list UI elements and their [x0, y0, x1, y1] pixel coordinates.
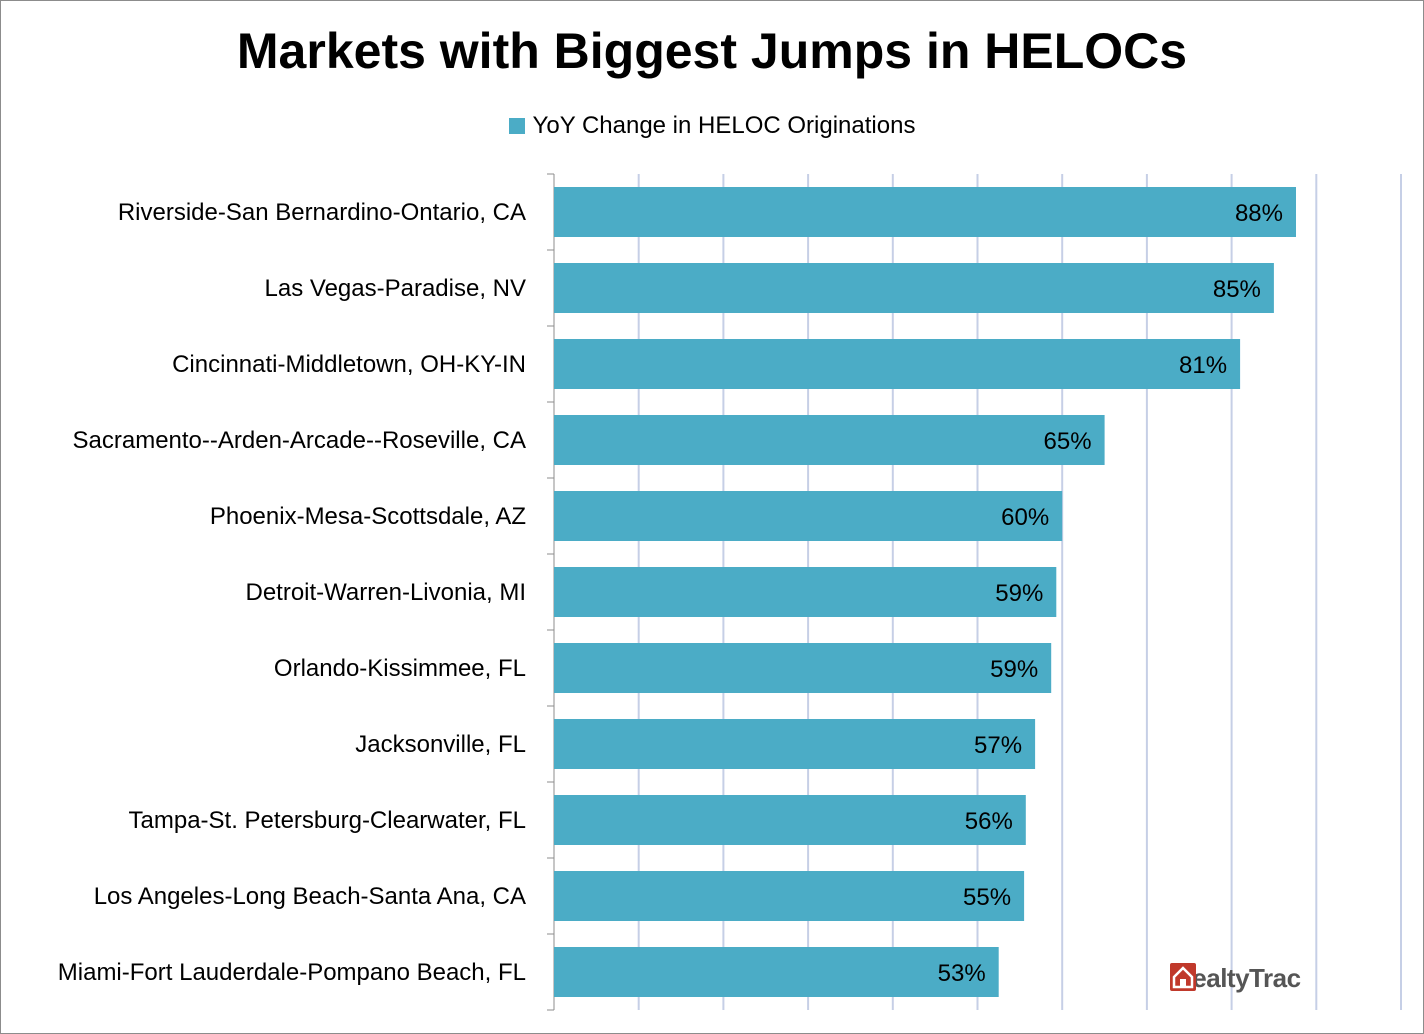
house-icon	[1170, 963, 1196, 991]
data-label: 53%	[938, 960, 986, 987]
bar	[554, 643, 1052, 693]
chart-title: Markets with Biggest Jumps in HELOCs	[236, 23, 1188, 79]
category-label: Jacksonville, FL	[355, 731, 526, 758]
category-label: Cincinnati-Middletown, OH-KY-IN	[172, 351, 526, 378]
data-label: 88%	[1235, 200, 1283, 227]
data-label: 65%	[1044, 428, 1092, 455]
category-label: Detroit-Warren-Livonia, MI	[245, 579, 526, 606]
bar	[554, 187, 1296, 237]
realtytrac-logo: RealtyTrac	[1170, 963, 1301, 994]
category-label: Los Angeles-Long Beach-Santa Ana, CA	[94, 883, 526, 910]
data-label: 81%	[1179, 352, 1227, 379]
bar	[554, 947, 999, 997]
category-label: Phoenix-Mesa-Scottsdale, AZ	[210, 503, 526, 530]
bar	[554, 263, 1274, 313]
category-label: Las Vegas-Paradise, NV	[265, 275, 526, 302]
legend: YoY Change in HELOC Originations	[0, 112, 1424, 140]
legend-swatch	[508, 118, 525, 134]
bar	[554, 567, 1057, 617]
category-label: Orlando-Kissimmee, FL	[274, 655, 526, 682]
data-label: 59%	[995, 580, 1043, 607]
bar	[554, 871, 1025, 921]
bar	[554, 415, 1105, 465]
data-label: 59%	[990, 656, 1038, 683]
data-label: 55%	[963, 884, 1011, 911]
bar	[554, 795, 1026, 845]
legend-label: YoY Change in HELOC Originations	[532, 112, 916, 139]
category-label: Riverside-San Bernardino-Ontario, CA	[118, 199, 526, 226]
bar	[554, 491, 1063, 541]
data-label: 60%	[1001, 504, 1049, 531]
data-label: 57%	[974, 732, 1022, 759]
category-label: Sacramento--Arden-Arcade--Roseville, CA	[73, 427, 527, 454]
data-label: 56%	[965, 808, 1013, 835]
category-label: Tampa-St. Petersburg-Clearwater, FL	[129, 807, 527, 834]
category-label: Miami-Fort Lauderdale-Pompano Beach, FL	[58, 959, 526, 986]
bar	[554, 719, 1036, 769]
bar	[554, 339, 1241, 389]
data-label: 85%	[1213, 276, 1261, 303]
